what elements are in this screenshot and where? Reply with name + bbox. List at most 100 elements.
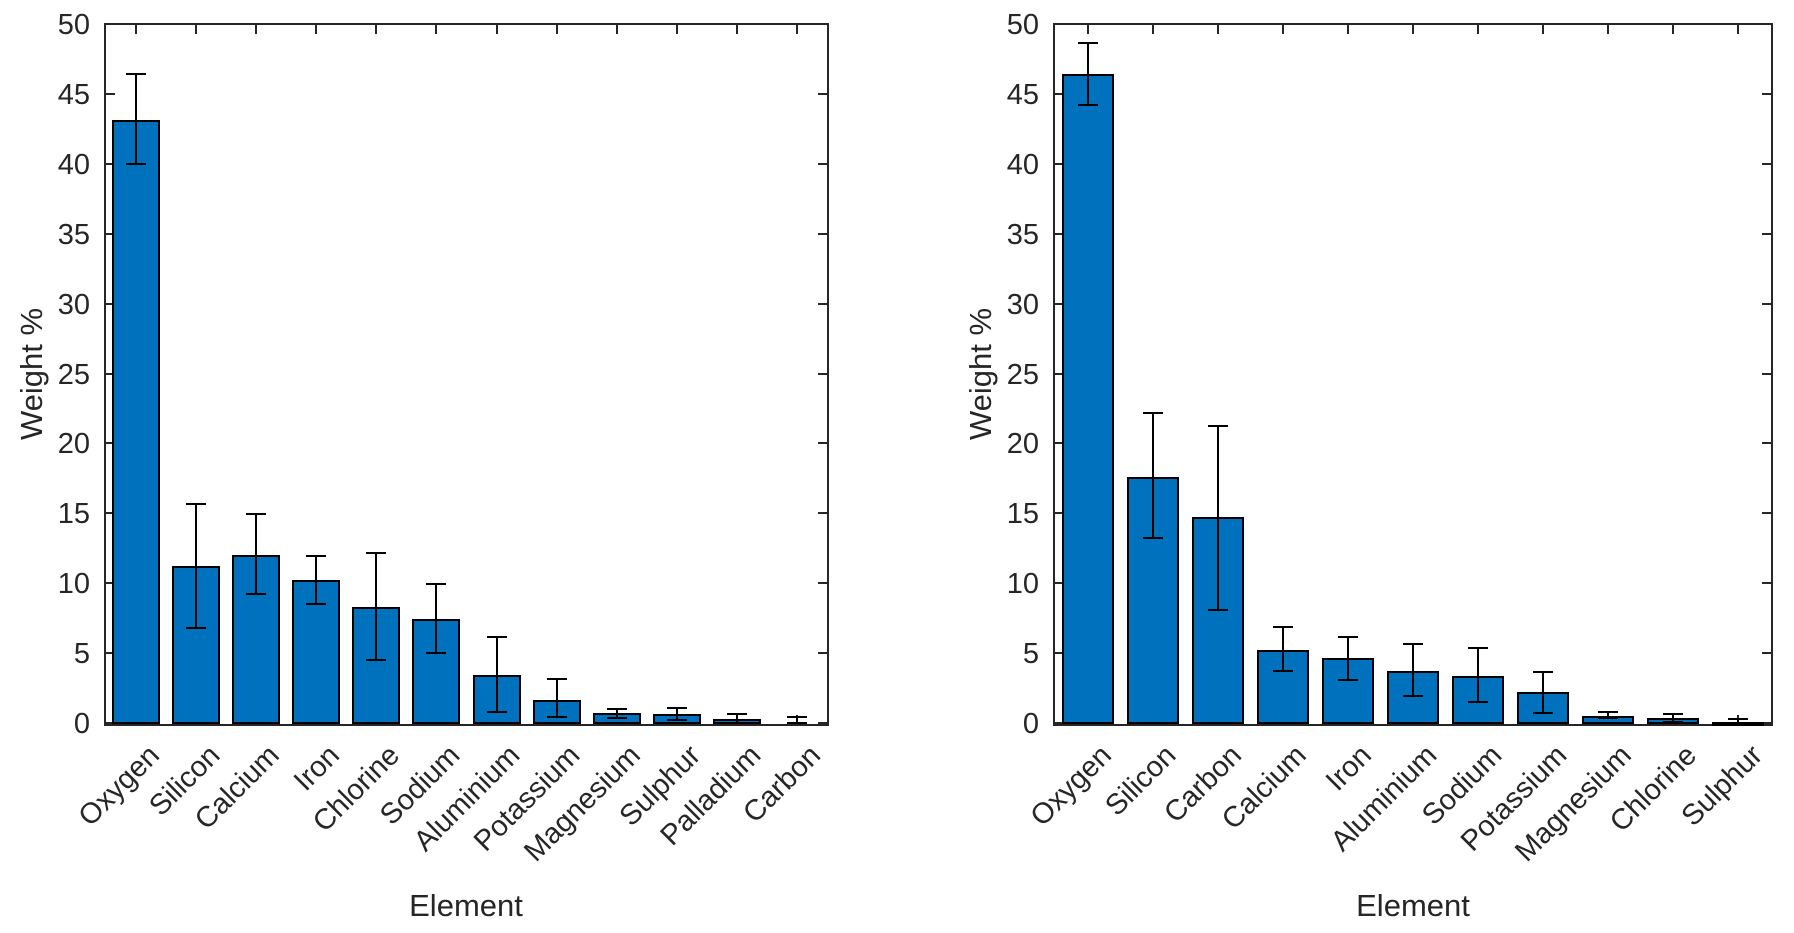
y-tick-label: 45 (1006, 79, 1039, 111)
error-bar-line (1347, 636, 1349, 681)
y-tick-mirror (818, 303, 827, 305)
error-bar-cap-top (1663, 713, 1683, 715)
y-tick-label: 0 (73, 708, 90, 740)
error-bar-line (315, 555, 317, 605)
y-tick-label: 20 (1006, 428, 1039, 460)
y-tick (106, 303, 115, 305)
y-tick-label: 30 (57, 289, 90, 321)
x-tick-mirror (435, 25, 437, 34)
error-bar-line (1152, 412, 1154, 539)
y-tick-label: 0 (1022, 708, 1039, 740)
error-bar-line (1282, 626, 1284, 672)
y-tick-mirror (818, 163, 827, 165)
y-tick-label: 10 (1006, 568, 1039, 600)
error-bar-cap-bottom (1403, 695, 1423, 697)
error-bar-cap-bottom (607, 717, 627, 719)
error-bar-cap-top (1403, 643, 1423, 645)
y-tick-label: 35 (57, 219, 90, 251)
y-tick-label: 40 (57, 149, 90, 181)
x-tick-mirror (1737, 25, 1739, 34)
y-tick-mirror (818, 582, 827, 584)
error-bar-cap-bottom (1728, 722, 1748, 724)
x-tick-mirror (616, 25, 618, 34)
error-bar-cap-bottom (487, 711, 507, 713)
x-axis-label: Element (1356, 888, 1470, 923)
y-tick-mirror (818, 23, 827, 25)
x-tick-mirror (796, 25, 798, 34)
y-tick (1055, 233, 1064, 235)
error-bar-line (1087, 42, 1089, 106)
x-tick-mirror (556, 25, 558, 34)
y-tick (1055, 652, 1064, 654)
x-tick-mirror (1217, 25, 1219, 34)
error-bar-cap-top (487, 636, 507, 638)
x-axis-label: Element (409, 888, 523, 923)
y-tick-mirror (1762, 93, 1771, 95)
x-tick-mirror (676, 25, 678, 34)
error-bar-cap-bottom (1533, 712, 1553, 714)
y-tick (106, 233, 115, 235)
y-tick (106, 163, 115, 165)
error-bar-cap-bottom (186, 627, 206, 629)
y-tick-label: 35 (1006, 219, 1039, 251)
error-bar-cap-top (667, 707, 687, 709)
error-bar-line (375, 552, 377, 661)
y-tick-mirror (1762, 373, 1771, 375)
y-tick-label: 30 (1006, 289, 1039, 321)
error-bar-line (435, 583, 437, 654)
error-bar-cap-top (1078, 42, 1098, 44)
error-bar-cap-bottom (667, 719, 687, 721)
x-tick-label: Iron (1319, 739, 1378, 798)
x-tick-mirror (1412, 25, 1414, 34)
error-bar-line (1477, 647, 1479, 703)
error-bar-cap-bottom (1078, 104, 1098, 106)
x-tick-mirror (1347, 25, 1349, 34)
y-tick-label: 5 (1022, 638, 1039, 670)
error-bar-cap-bottom (426, 652, 446, 654)
y-tick (106, 582, 115, 584)
error-bar-cap-top (547, 678, 567, 680)
x-tick-mirror (1087, 25, 1089, 34)
y-tick-mirror (818, 722, 827, 724)
y-tick-label: 50 (57, 9, 90, 41)
y-tick (1055, 23, 1064, 25)
y-tick (106, 93, 115, 95)
x-tick-label: Oxygen (1024, 739, 1118, 833)
y-tick (106, 512, 115, 514)
error-bar-cap-bottom (1468, 701, 1488, 703)
y-tick-label: 20 (57, 428, 90, 460)
y-tick (1055, 512, 1064, 514)
error-bar-line (1607, 711, 1609, 719)
y-tick-label: 15 (57, 498, 90, 530)
x-tick-mirror (1477, 25, 1479, 34)
y-tick-mirror (818, 442, 827, 444)
error-bar-cap-top (1728, 718, 1748, 720)
bar (1062, 74, 1114, 724)
error-bar-cap-top (186, 503, 206, 505)
error-bar-cap-top (607, 708, 627, 710)
y-tick (106, 652, 115, 654)
y-tick-mirror (1762, 442, 1771, 444)
y-axis-label: Weight % (963, 307, 998, 441)
error-bar-cap-bottom (126, 163, 146, 165)
error-bar-line (1542, 671, 1544, 714)
error-bar-line (1217, 425, 1219, 611)
y-tick-mirror (1762, 582, 1771, 584)
y-tick-mirror (818, 233, 827, 235)
x-tick-mirror (1282, 25, 1284, 34)
error-bar-cap-top (1273, 626, 1293, 628)
y-tick-label: 45 (57, 79, 90, 111)
plot-box (1053, 23, 1773, 726)
x-tick-mirror (1672, 25, 1674, 34)
y-tick-mirror (818, 652, 827, 654)
error-bar-cap-top (246, 513, 266, 515)
error-bar-line (255, 513, 257, 595)
y-tick-mirror (1762, 652, 1771, 654)
error-bar-cap-bottom (727, 722, 747, 724)
y-tick-mirror (818, 373, 827, 375)
error-bar-line (135, 73, 137, 165)
y-tick (1055, 93, 1064, 95)
